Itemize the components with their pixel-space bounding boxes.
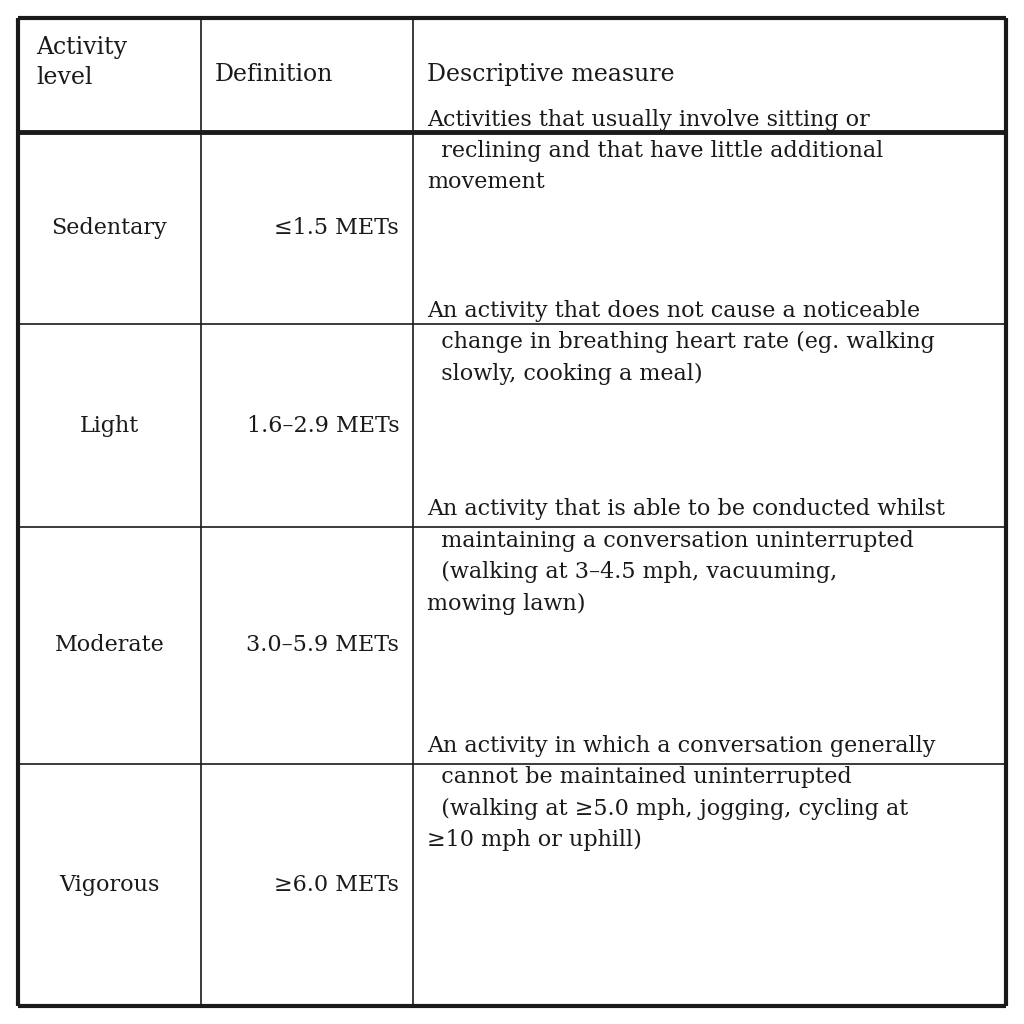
- Text: An activity in which a conversation generally
  cannot be maintained uninterrupt: An activity in which a conversation gene…: [427, 735, 936, 851]
- Text: An activity that is able to be conducted whilst
  maintaining a conversation uni: An activity that is able to be conducted…: [427, 499, 945, 614]
- Text: Moderate: Moderate: [54, 635, 164, 656]
- Text: ≤1.5 METs: ≤1.5 METs: [274, 217, 399, 239]
- Text: An activity that does not cause a noticeable
  change in breathing heart rate (e: An activity that does not cause a notice…: [427, 300, 935, 385]
- Text: 1.6–2.9 METs: 1.6–2.9 METs: [247, 415, 399, 436]
- Text: Light: Light: [80, 415, 139, 436]
- Text: Vigorous: Vigorous: [59, 873, 160, 896]
- Text: Descriptive measure: Descriptive measure: [427, 63, 675, 86]
- Text: Activity
level: Activity level: [36, 36, 127, 89]
- Text: ≥6.0 METs: ≥6.0 METs: [274, 873, 399, 896]
- Text: 3.0–5.9 METs: 3.0–5.9 METs: [247, 635, 399, 656]
- Text: Activities that usually involve sitting or
  reclining and that have little addi: Activities that usually involve sitting …: [427, 109, 884, 194]
- Text: Sedentary: Sedentary: [51, 217, 167, 239]
- Text: Definition: Definition: [215, 63, 333, 86]
